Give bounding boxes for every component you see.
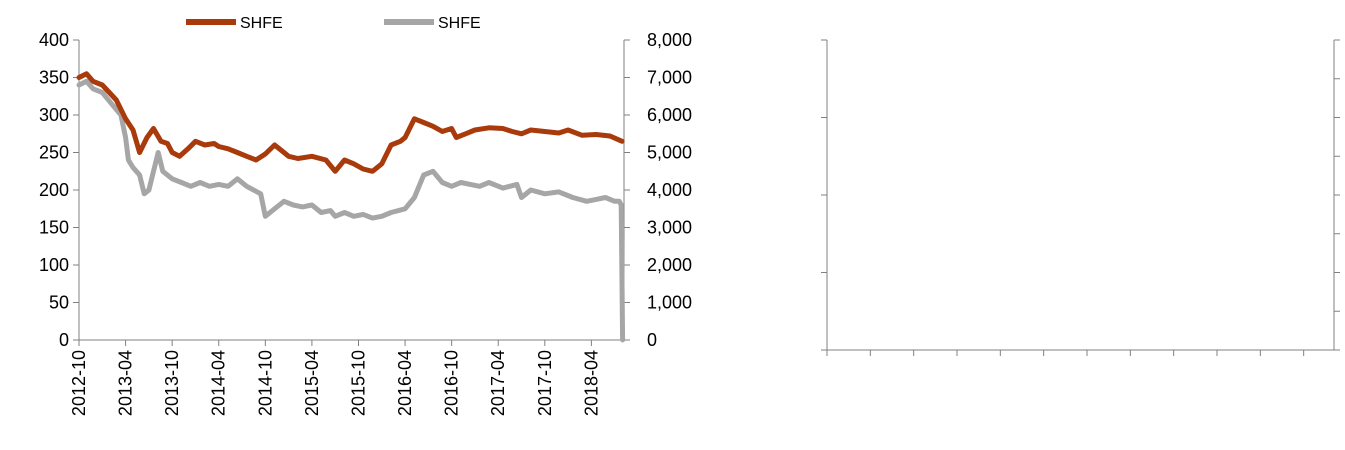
- x-tick-label: 2013-04: [116, 350, 136, 416]
- series-lines: [76, 71, 626, 343]
- left-y-tick-label: 50: [49, 293, 69, 313]
- x-tick-label: 2014-10: [255, 350, 275, 416]
- right-y-tick-label: 5,000: [647, 143, 692, 163]
- right-y-tick-label: 6,000: [647, 105, 692, 125]
- x-tick-label: 2017-04: [488, 350, 508, 416]
- left-y-tick-label: 0: [59, 330, 69, 350]
- left-y-tick-label: 150: [39, 218, 69, 238]
- right-y-tick-label: 7,000: [647, 68, 692, 88]
- right-y-tick-label: 2,000: [647, 255, 692, 275]
- x-tick-label: 2014-04: [209, 350, 229, 416]
- x-tick-label: 2016-04: [395, 350, 415, 416]
- right-y-tick-label: 8,000: [647, 30, 692, 50]
- x-tick-label: 2018-04: [581, 350, 601, 416]
- left-y-tick-label: 200: [39, 180, 69, 200]
- x-tick-label: 2016-10: [442, 350, 462, 416]
- left-y-tick-label: 350: [39, 68, 69, 88]
- axes: [821, 39, 1340, 356]
- axes: [78, 40, 625, 341]
- price-chart: SHFE SHFE 0 50 100 150 200 250 300 350 400 0 1,00…: [39, 15, 692, 416]
- legend-label-series-1: SHFE: [240, 15, 283, 32]
- left-y-tick-label: 250: [39, 143, 69, 163]
- x-axis-ticks: 2012-10 2013-04 2013-10 2014-04 2014-10 2015-…: [69, 340, 601, 416]
- right-y-tick-label: 4,000: [647, 180, 692, 200]
- left-y-tick-label: 300: [39, 105, 69, 125]
- empty-chart: [821, 39, 1340, 356]
- right-y-tick-label: 1,000: [647, 293, 692, 313]
- x-tick-label: 2017-10: [535, 350, 555, 416]
- x-tick-label: 2015-10: [348, 350, 368, 416]
- legend-label-series-2: SHFE: [438, 15, 481, 32]
- right-y-tick-label: 0: [647, 330, 657, 350]
- left-y-axis-ticks: 0 50 100 150 200 250 300 350 400: [39, 30, 79, 350]
- right-y-axis-ticks: 0 1,000 2,000 3,000 4,000 5,000 6,000 7,000 8,00…: [624, 30, 692, 350]
- x-tick-label: 2015-04: [302, 350, 322, 416]
- legend: SHFE SHFE: [186, 15, 481, 32]
- series-line-1: [76, 71, 625, 174]
- x-tick-label: 2012-10: [69, 350, 89, 416]
- series-line-2: [76, 78, 626, 343]
- x-tick-label: 2013-10: [162, 350, 182, 416]
- left-y-tick-label: 100: [39, 255, 69, 275]
- left-y-tick-label: 400: [39, 30, 69, 50]
- right-y-tick-label: 3,000: [647, 218, 692, 238]
